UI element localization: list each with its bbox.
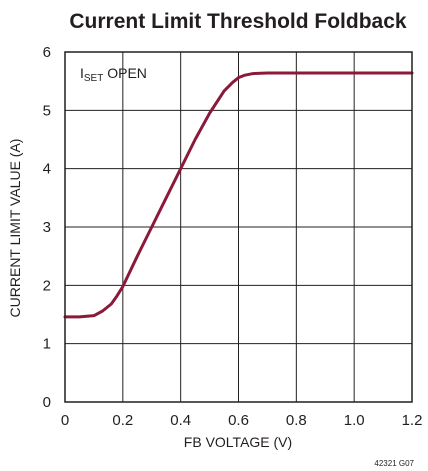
x-tick-label: 1.0 <box>344 412 365 429</box>
y-tick-labels: 0 1 2 3 4 5 6 <box>43 44 51 411</box>
annotation-iset-open: ISET OPEN <box>80 65 147 84</box>
y-tick-label: 3 <box>43 219 51 236</box>
series-line <box>63 71 414 319</box>
annotation-text: ISET OPEN <box>80 65 147 84</box>
x-tick-label: 0.2 <box>112 412 133 429</box>
y-tick-label: 4 <box>43 161 51 178</box>
x-tick-label: 0.8 <box>286 412 307 429</box>
y-tick-label: 2 <box>43 277 51 294</box>
chart-title: Current Limit Threshold Foldback <box>69 10 407 33</box>
y-tick-label: 6 <box>43 44 51 61</box>
y-axis-label: CURRENT LIMIT VALUE (A) <box>7 139 23 318</box>
x-tick-label: 1.2 <box>402 412 423 429</box>
plot-frame <box>64 51 413 403</box>
x-tick-labels: 0 0.2 0.4 0.6 0.8 1.0 1.2 <box>61 412 423 429</box>
y-tick-label: 0 <box>43 394 51 411</box>
x-tick-label: 0 <box>61 412 69 429</box>
x-tick-label: 0.6 <box>228 412 249 429</box>
grid <box>65 52 412 402</box>
figure-code: 42321 G07 <box>374 459 414 468</box>
x-tick-label: 0.4 <box>170 412 191 429</box>
x-axis-label: FB VOLTAGE (V) <box>184 434 292 450</box>
y-tick-label: 1 <box>43 336 51 353</box>
y-tick-label: 5 <box>43 102 51 119</box>
